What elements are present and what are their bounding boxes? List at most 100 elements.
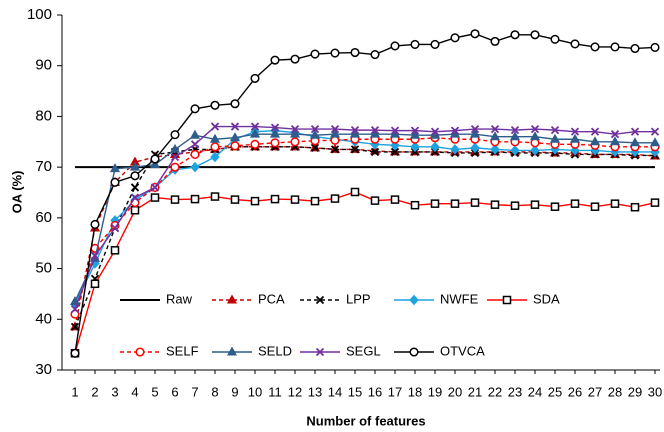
marker (169, 143, 181, 153)
marker (189, 129, 201, 139)
x-tick-label: 1 (71, 384, 78, 399)
legend-label: PCA (258, 291, 285, 306)
marker (630, 127, 640, 136)
marker (470, 142, 480, 154)
marker (570, 127, 580, 136)
x-tick-label: 21 (468, 384, 482, 399)
x-tick-label: 17 (388, 384, 402, 399)
marker (410, 141, 420, 153)
marker (190, 194, 200, 204)
x-tick-label: 10 (248, 384, 262, 399)
marker (190, 104, 200, 114)
legend-label: SEGL (346, 343, 381, 358)
marker (650, 198, 660, 207)
marker (170, 195, 180, 204)
x-tick-label: 22 (488, 384, 502, 399)
marker (250, 122, 260, 131)
marker (550, 202, 560, 211)
marker (409, 347, 419, 357)
marker (630, 43, 640, 54)
legend-label: Raw (166, 291, 193, 306)
marker (490, 36, 500, 46)
marker (650, 127, 660, 136)
marker (489, 131, 501, 141)
legend-label: LPP (346, 291, 371, 306)
marker (350, 125, 360, 135)
marker (130, 206, 140, 215)
marker (510, 145, 520, 156)
marker (350, 47, 360, 58)
y-axis-title: OA (%) (9, 171, 24, 214)
marker (70, 305, 80, 314)
marker (450, 33, 460, 43)
marker (530, 200, 540, 209)
marker (469, 128, 481, 138)
marker (410, 39, 420, 49)
marker (226, 346, 238, 356)
marker (529, 131, 541, 141)
marker (230, 195, 240, 204)
marker (129, 161, 141, 171)
legend-label: SELD (258, 343, 292, 358)
series (70, 122, 660, 314)
y-tick-label: 60 (35, 209, 52, 226)
marker (110, 223, 120, 233)
data-line (74, 146, 656, 328)
marker (570, 145, 580, 156)
marker (470, 124, 480, 134)
marker (210, 122, 220, 131)
marker (270, 55, 280, 65)
marker (310, 143, 320, 153)
marker (350, 145, 360, 154)
data-line (74, 146, 655, 328)
legend-item: NWFE (394, 291, 479, 306)
marker (150, 193, 160, 202)
marker (149, 159, 161, 169)
marker (229, 132, 241, 142)
marker (570, 199, 580, 208)
marker (290, 124, 300, 134)
marker (135, 347, 145, 357)
y-tick-label: 40 (35, 310, 52, 327)
x-tick-label: 19 (428, 384, 442, 399)
marker (350, 187, 360, 197)
marker (470, 29, 480, 39)
marker (170, 162, 180, 172)
marker (110, 246, 120, 255)
marker (250, 196, 260, 206)
marker (269, 128, 281, 138)
marker (330, 124, 340, 134)
marker (490, 144, 500, 155)
marker (510, 201, 520, 210)
marker (310, 49, 320, 59)
data-line (74, 137, 655, 315)
marker (290, 195, 300, 204)
marker (569, 133, 581, 143)
marker (530, 145, 540, 156)
x-axis-title: Number of features (306, 413, 425, 428)
series (70, 187, 660, 358)
legend-item: OTVCA (394, 343, 485, 358)
x-tick-label: 30 (648, 384, 662, 399)
y-tick-label: 90 (35, 57, 52, 74)
marker (230, 99, 240, 109)
y-tick-label: 100 (27, 6, 52, 23)
marker (630, 202, 640, 212)
marker (290, 137, 300, 147)
marker (650, 42, 660, 53)
marker (315, 347, 325, 357)
marker (90, 279, 100, 289)
x-tick-label: 20 (448, 384, 462, 399)
x-tick-label: 5 (151, 384, 158, 399)
marker (390, 126, 400, 135)
x-tick-label: 14 (328, 384, 342, 399)
marker (330, 194, 340, 203)
data-line (74, 133, 655, 302)
marker (609, 136, 621, 146)
y-tick-label: 70 (35, 158, 52, 175)
series (70, 133, 660, 319)
marker (410, 126, 420, 135)
marker (90, 219, 100, 229)
marker (390, 195, 400, 204)
legend-label: SDA (533, 291, 560, 306)
